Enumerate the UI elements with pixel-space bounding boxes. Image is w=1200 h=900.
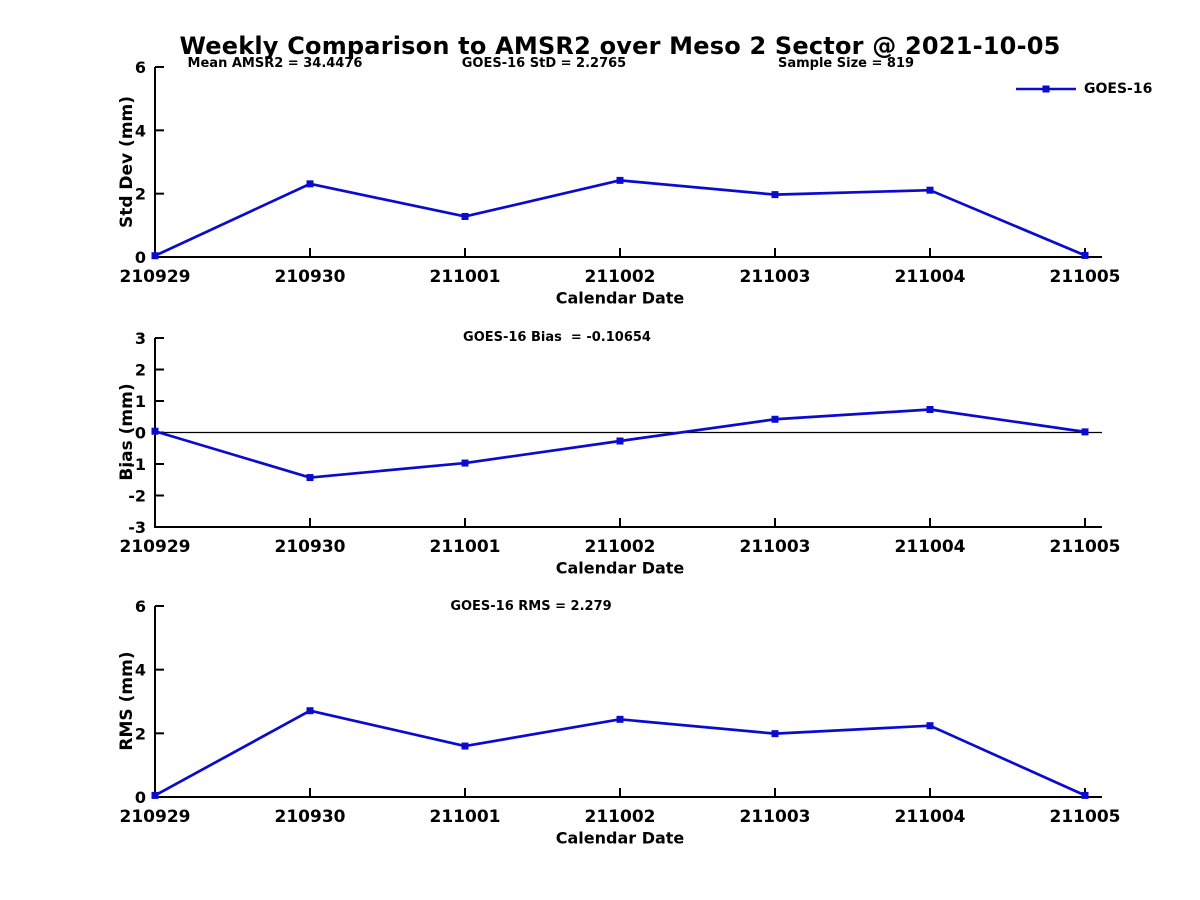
rms-data-point-marker [461,742,469,750]
std-dev-y-tick-label: 0 [135,248,146,267]
legend-marker-sample [1042,85,1050,93]
annotation-sample-size: Sample Size = 819 [777,56,915,71]
legend-line-icon [1016,85,1076,93]
bias-y-tick-label: 0 [135,424,146,443]
bias-y-tick-label: -2 [128,487,146,506]
std-dev-data-point-marker [1081,251,1089,259]
std-dev-y-tick-label: 6 [135,58,146,77]
figure-title: Weekly Comparison to AMSR2 over Meso 2 S… [179,32,1061,60]
bias-data-point-marker [771,415,779,423]
std-dev-x-tick-label: 210930 [275,267,346,287]
rms-data-point-marker [771,730,779,738]
bias-x-tick-label: 211005 [1050,537,1121,557]
xlabel-calendar-date-2: Calendar Date [555,558,685,578]
std-dev-x-tick-label: 211001 [430,267,501,287]
bias-y-tick-label: -3 [128,518,146,537]
rms-series-line [154,709,1086,797]
rms-y-tick-label: 0 [135,788,146,807]
legend-label: GOES-16 [1084,81,1153,97]
std-dev-data-point-marker [926,186,934,194]
bias-data-point-marker [926,406,934,414]
xlabel-calendar-date-3: Calendar Date [555,828,685,848]
rms-x-tick-label: 210929 [120,807,191,827]
rms-data-point-marker [306,707,314,715]
rms-x-tick-label: 211001 [430,807,501,827]
std-dev-y-tick-label: 2 [135,185,146,204]
bias-data-point-marker [616,437,624,445]
bias-data-point-marker [461,459,469,467]
bias-x-tick-label: 211004 [895,537,966,557]
std-dev-data-point-marker [616,176,624,184]
xlabel-calendar-date-1: Calendar Date [555,288,685,308]
rms-y-tick-label: 2 [135,724,146,743]
bias-data-point-marker [151,427,159,435]
rms-x-tick-label: 211004 [895,807,966,827]
std-dev-data-point-marker [771,191,779,199]
bias-data-point-marker [306,474,314,482]
std-dev-x-tick-label: 211004 [895,267,966,287]
annotation-goes16-rms: GOES-16 RMS = 2.279 [450,599,612,614]
bias-y-tick-label: 1 [135,392,146,411]
rms-x-tick-label: 211005 [1050,807,1121,827]
std-dev-data-point-marker [461,212,469,220]
bias-x-tick-label: 211001 [430,537,501,557]
rms-y-tick-label: 4 [135,661,146,680]
bias-data-point-marker [1081,428,1089,436]
rms-x-tick-label: 210930 [275,807,346,827]
std-dev-x-tick-label: 210929 [120,267,191,287]
std-dev-series-line [154,179,1086,257]
annotation-mean-amsr2: Mean AMSR2 = 34.4476 [187,56,363,71]
rms-data-point-marker [1081,791,1089,799]
std-dev-x-tick-label: 211003 [740,267,811,287]
std-dev-data-point-marker [151,252,159,260]
bias-y-tick-label: 2 [135,361,146,380]
legend: GOES-16 [1014,81,1152,97]
bias-y-tick-label: -1 [128,455,146,474]
bias-x-tick-label: 211003 [740,537,811,557]
bias-y-tick-label: 3 [135,329,146,348]
bias-x-tick-label: 210930 [275,537,346,557]
std-dev-x-tick-label: 211002 [585,267,656,287]
std-dev-axes [154,67,1102,258]
rms-y-tick-label: 6 [135,597,146,616]
annotation-goes16-std: GOES-16 StD = 2.2765 [461,56,627,71]
bias-x-tick-label: 211002 [585,537,656,557]
rms-x-tick-label: 211002 [585,807,656,827]
std-dev-y-tick-label: 4 [135,121,146,140]
rms-data-point-marker [616,715,624,723]
rms-x-tick-label: 211003 [740,807,811,827]
annotation-goes16-bias: GOES-16 Bias = -0.10654 [463,330,651,345]
rms-data-point-marker [151,791,159,799]
rms-data-point-marker [926,722,934,730]
std-dev-data-point-marker [306,180,314,188]
std-dev-x-tick-label: 211005 [1050,267,1121,287]
rms-axes [154,606,1102,798]
bias-x-tick-label: 210929 [120,537,191,557]
